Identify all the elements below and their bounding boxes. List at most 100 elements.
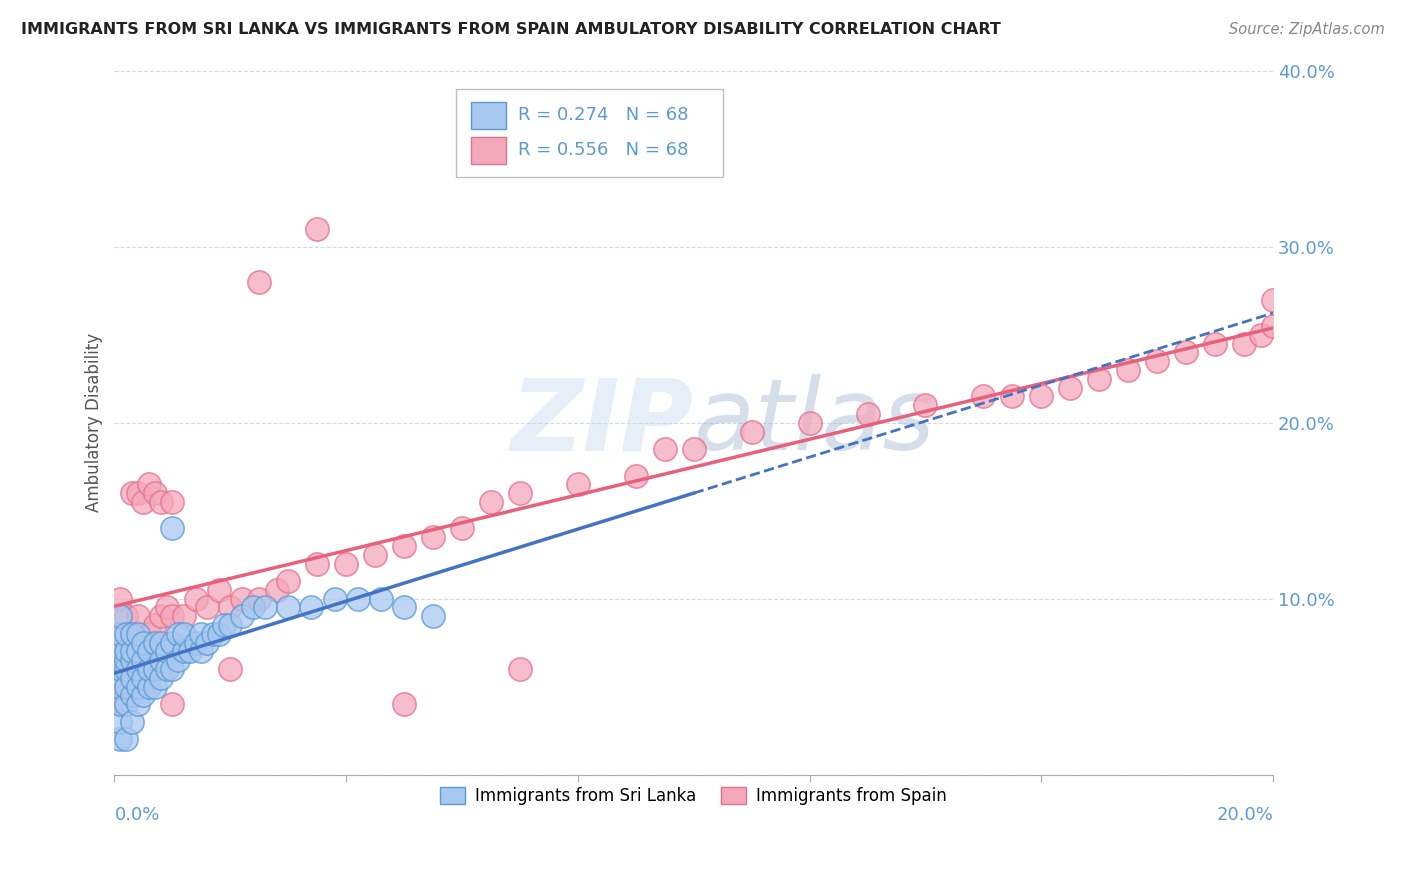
Text: atlas: atlas (693, 375, 935, 471)
Point (132, 689, 155, 703)
Point (307, 222, 329, 236)
Point (1233, 336, 1256, 351)
Point (108, 653, 131, 667)
Point (127, 680, 149, 694)
Point (266, 582, 288, 597)
Point (121, 486, 143, 500)
Point (219, 618, 242, 632)
Point (121, 653, 143, 667)
Bar (471, 102, 506, 128)
Point (624, 468, 647, 483)
Point (1146, 354, 1168, 368)
Point (138, 477, 160, 491)
Point (914, 398, 936, 412)
Point (162, 495, 184, 509)
Point (179, 644, 201, 658)
Point (115, 627, 138, 641)
Point (509, 486, 531, 500)
Point (155, 600, 177, 615)
Point (121, 627, 143, 641)
Point (149, 671, 172, 685)
Point (247, 275, 270, 289)
Point (132, 653, 155, 667)
Text: R = 0.556   N = 68: R = 0.556 N = 68 (517, 141, 688, 159)
Point (741, 425, 763, 439)
Point (143, 486, 166, 500)
Point (115, 697, 138, 711)
Point (1261, 319, 1284, 334)
Point (149, 653, 172, 667)
Point (167, 627, 190, 641)
Point (155, 662, 177, 676)
Point (121, 662, 143, 676)
Point (162, 662, 184, 676)
Point (195, 600, 218, 615)
Point (1204, 336, 1226, 351)
Point (108, 627, 131, 641)
Point (121, 714, 143, 729)
Point (143, 618, 166, 632)
Point (108, 714, 131, 729)
Point (335, 557, 357, 571)
Point (149, 495, 172, 509)
Point (184, 635, 207, 649)
Point (167, 653, 190, 667)
Point (323, 591, 346, 606)
Point (127, 627, 149, 641)
Point (108, 644, 131, 658)
Point (121, 644, 143, 658)
Text: IMMIGRANTS FROM SRI LANKA VS IMMIGRANTS FROM SPAIN AMBULATORY DISABILITY CORRELA: IMMIGRANTS FROM SRI LANKA VS IMMIGRANTS … (21, 22, 1001, 37)
Point (115, 662, 138, 676)
Point (567, 477, 589, 491)
Point (253, 600, 276, 615)
Point (115, 732, 138, 747)
Point (127, 609, 149, 624)
Point (219, 600, 242, 615)
Text: 20.0%: 20.0% (1216, 806, 1272, 824)
Point (231, 591, 253, 606)
Point (392, 697, 415, 711)
Point (190, 627, 212, 641)
Point (972, 389, 994, 403)
Point (127, 644, 149, 658)
Point (108, 609, 131, 624)
Point (1031, 389, 1053, 403)
Point (115, 680, 138, 694)
Point (1088, 372, 1111, 386)
Point (121, 627, 143, 641)
Point (143, 635, 166, 649)
Point (1175, 345, 1198, 359)
Point (108, 591, 131, 606)
Point (1261, 293, 1284, 307)
Point (162, 697, 184, 711)
Point (162, 521, 184, 535)
Point (127, 644, 149, 658)
Point (127, 697, 149, 711)
Point (219, 662, 242, 676)
Point (682, 442, 704, 457)
Text: Source: ZipAtlas.com: Source: ZipAtlas.com (1229, 22, 1385, 37)
Point (149, 635, 172, 649)
Point (799, 416, 821, 430)
Point (108, 627, 131, 641)
Point (162, 609, 184, 624)
Point (173, 609, 195, 624)
Point (247, 591, 270, 606)
Point (108, 662, 131, 676)
FancyBboxPatch shape (456, 88, 723, 177)
Point (132, 635, 155, 649)
Point (108, 732, 131, 747)
Point (214, 618, 236, 632)
Point (201, 627, 224, 641)
Point (143, 662, 166, 676)
Point (190, 644, 212, 658)
Point (231, 609, 253, 624)
Point (277, 574, 299, 588)
Point (1116, 363, 1139, 377)
Point (856, 407, 879, 421)
Point (149, 609, 172, 624)
Point (173, 627, 195, 641)
Point (208, 627, 231, 641)
Point (392, 600, 415, 615)
Point (138, 680, 160, 694)
